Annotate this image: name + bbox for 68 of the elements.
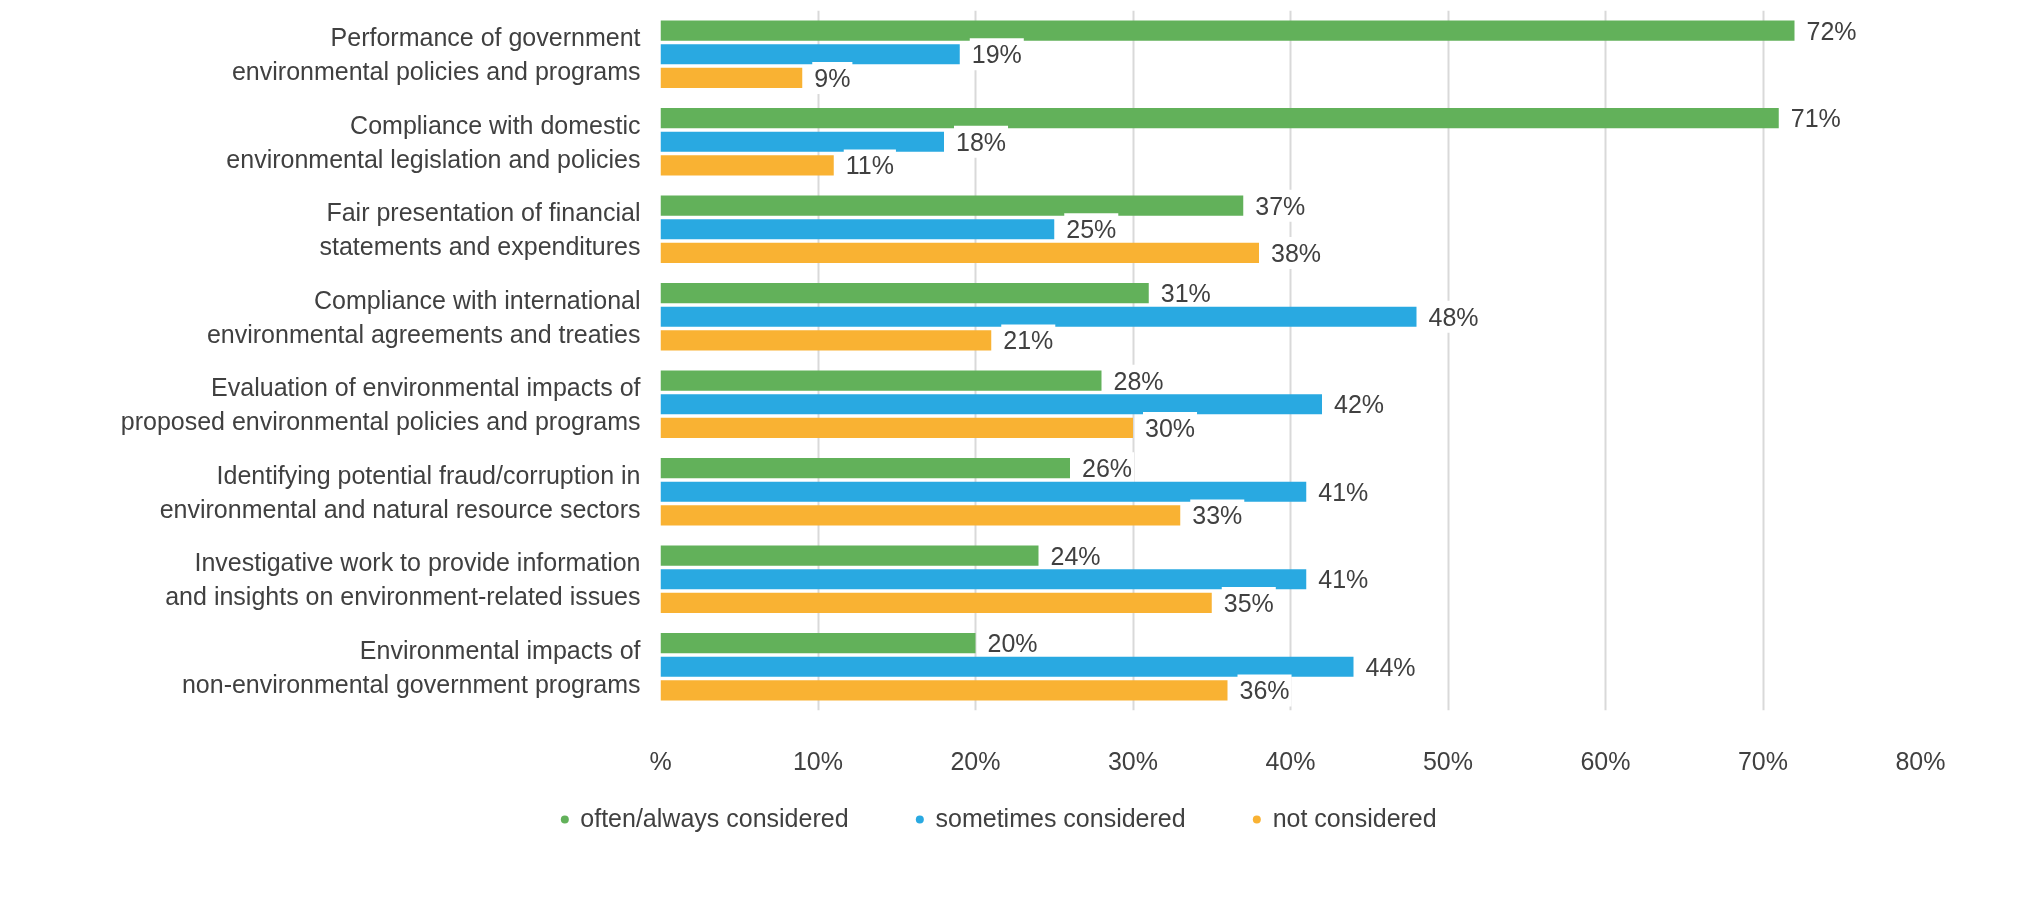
bar: [660, 569, 1307, 590]
bar: [660, 505, 1181, 526]
x-tick-label: 60%: [1580, 746, 1631, 775]
x-tick-label: 70%: [1737, 746, 1789, 775]
legend-label: often/always considered: [580, 804, 849, 833]
x-tick-label: 30%: [1107, 746, 1159, 775]
y-tick-label: Fair presentation of financial statements and expenditures: [319, 198, 641, 261]
bar: [660, 481, 1307, 502]
y-tick-label: Investigative work to provide information and insights on environment-related issues: [165, 548, 641, 611]
bar: [660, 394, 1322, 415]
data-label: 30%: [1145, 413, 1196, 442]
bar: [660, 67, 803, 88]
bar: [660, 592, 1212, 613]
y-tick-label: Compliance with domestic environmental legislation and policies: [226, 110, 641, 173]
data-label: 72%: [1806, 16, 1857, 45]
bar: [660, 330, 992, 351]
y-tick-label: Identifying potential fraud/corruption in environmental and natural resource sectors: [159, 460, 641, 523]
data-label: 37%: [1255, 191, 1306, 220]
data-label: 44%: [1365, 652, 1416, 681]
bar: [660, 283, 1149, 304]
bar: [660, 656, 1354, 677]
data-label: 11%: [845, 151, 894, 180]
x-tick-label: 20%: [950, 746, 1001, 775]
bar: [660, 417, 1133, 438]
bar: [660, 680, 1228, 701]
legend-label: not considered: [1272, 804, 1437, 833]
bar: [660, 545, 1039, 566]
data-label: 26%: [1082, 454, 1133, 483]
x-tick-label: 80%: [1895, 746, 1946, 775]
bar: [660, 155, 834, 176]
data-label: 41%: [1318, 565, 1369, 594]
bar: [660, 306, 1417, 327]
bar: [660, 20, 1795, 41]
x-tick-label: %: [649, 746, 672, 775]
bar: [660, 458, 1070, 479]
data-label: 25%: [1066, 215, 1117, 244]
bar: [660, 131, 944, 152]
data-label: 18%: [956, 127, 1007, 156]
data-label: 36%: [1239, 676, 1290, 705]
x-tick-label: 40%: [1265, 746, 1316, 775]
data-label: 33%: [1192, 501, 1243, 530]
data-label: 35%: [1223, 588, 1274, 617]
y-tick-label: Evaluation of environmental impacts of proposed environmental policies and programs: [120, 373, 641, 436]
bar: [660, 370, 1102, 391]
bar: [660, 195, 1244, 216]
data-label: 31%: [1160, 279, 1211, 308]
y-tick-label: Environmental impacts of non-environmental government programs: [181, 635, 641, 698]
data-label: 24%: [1050, 541, 1101, 570]
data-label: 41%: [1318, 477, 1369, 506]
bar: [660, 108, 1779, 129]
data-label: 71%: [1790, 104, 1841, 133]
data-label: 20%: [987, 629, 1038, 658]
bar: [660, 242, 1259, 263]
bar: [660, 219, 1055, 240]
data-label: 21%: [1003, 326, 1054, 355]
y-tick-label: Performance of government environmental policies and programs: [231, 23, 641, 86]
bar: [660, 44, 960, 65]
data-label: 9%: [814, 63, 851, 92]
x-tick-label: 10%: [792, 746, 844, 775]
bar: [660, 633, 976, 654]
data-label: 48%: [1428, 302, 1479, 331]
y-tick-label: Compliance with international environmental agreements and treaties: [206, 285, 641, 348]
data-label: 38%: [1271, 238, 1322, 267]
x-tick-label: 50%: [1422, 746, 1474, 775]
legend-label: sometimes considered: [935, 804, 1186, 833]
data-label: 28%: [1113, 366, 1164, 395]
data-label: 19%: [971, 40, 1022, 69]
data-label: 42%: [1334, 390, 1385, 419]
